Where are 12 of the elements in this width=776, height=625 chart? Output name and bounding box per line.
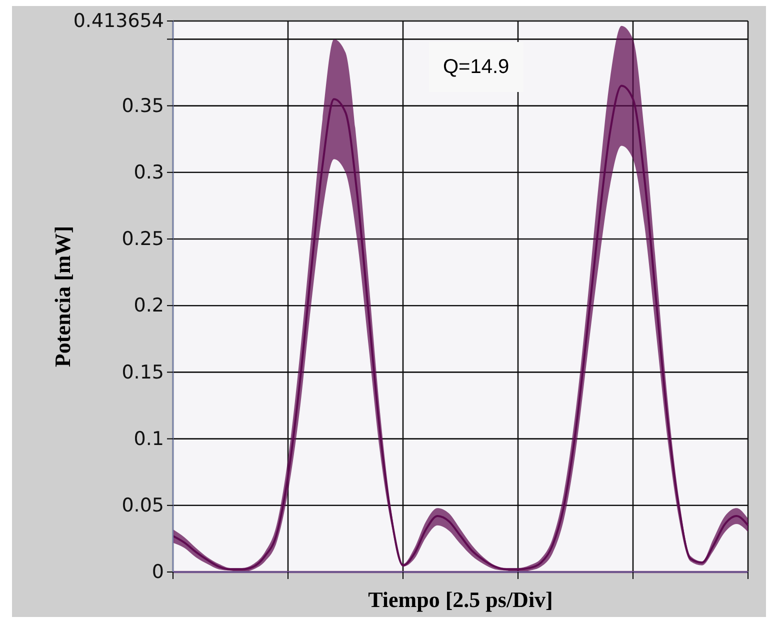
y-tick-label: 0.25 — [122, 228, 164, 250]
y-tick-label: 0.35 — [122, 94, 164, 117]
y-axis-title: Potencia [mW] — [50, 226, 75, 368]
annotation: Q=14.9 — [443, 56, 510, 78]
y-tick-label: 0.05 — [122, 494, 164, 516]
y-tick-label: 0 — [152, 561, 164, 584]
y-tick-label: 0.413654 — [73, 10, 164, 32]
y-tick-label: 0.1 — [134, 428, 164, 450]
y-tick-label: 0.15 — [122, 361, 164, 384]
y-tick-label: 0.3 — [134, 161, 164, 184]
x-axis-title: Tiempo [2.5 ps/Div] — [368, 587, 553, 612]
y-tick-label: 0.2 — [134, 294, 164, 317]
